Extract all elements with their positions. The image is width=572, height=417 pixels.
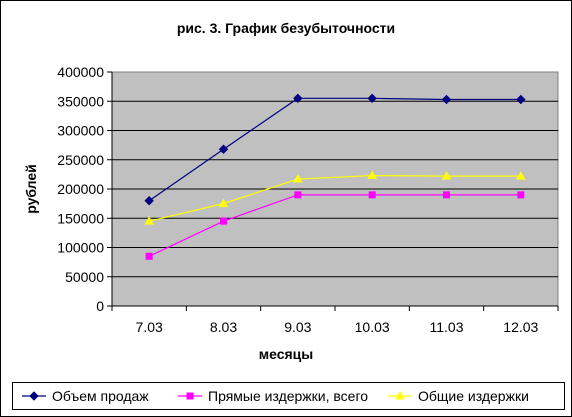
series-1 [144, 93, 526, 206]
data-point [218, 144, 229, 154]
y-tick-label: 200000 [57, 181, 104, 197]
y-tick-label: 300000 [57, 123, 104, 139]
x-tick-label: 12.03 [503, 319, 538, 335]
legend-label: Прямые издержки, всего [208, 388, 368, 404]
legend-item: Общие издержки [388, 388, 529, 404]
y-axis-ticks: 0 50000 100000 150000 200000 250000 300000 3500… [57, 64, 113, 314]
legend-label: Объем продаж [52, 388, 149, 404]
legend-box [12, 382, 565, 410]
y-tick-label: 0 [96, 298, 104, 314]
legend: Объем продаж Прямые издержки, всего Общие … [22, 388, 529, 404]
grid-lines [112, 100, 558, 278]
data-point [144, 195, 154, 206]
data-point [443, 191, 450, 199]
data-point [367, 93, 377, 104]
legend-marker [186, 392, 194, 400]
series-group [144, 93, 526, 260]
x-tick-label: 8.03 [210, 319, 237, 335]
x-tick-label: 9.03 [284, 319, 311, 335]
legend-item: Объем продаж [22, 388, 149, 404]
y-tick-label: 100000 [57, 240, 104, 256]
x-axis-ticks: 7.03 8.03 9.03 10.03 11.03 12.03 [111, 305, 559, 335]
data-point [220, 217, 227, 225]
data-point [218, 198, 229, 208]
data-point [441, 171, 452, 180]
data-point [515, 171, 526, 180]
chart-title: рис. 3. График безубыточности [177, 20, 395, 36]
x-tick-label: 7.03 [136, 319, 163, 335]
series-line [149, 174, 521, 222]
data-point [145, 252, 153, 260]
data-point [516, 94, 526, 105]
data-point [293, 93, 303, 104]
y-tick-label: 400000 [57, 64, 104, 80]
x-tick-label: 10.03 [355, 319, 390, 335]
data-point [517, 191, 525, 199]
data-point [294, 191, 302, 199]
y-tick-label: 350000 [57, 93, 104, 109]
data-point [144, 216, 155, 225]
series-line [148, 97, 521, 202]
data-point [292, 174, 303, 183]
x-tick-label: 11.03 [430, 319, 464, 335]
data-point [368, 191, 376, 199]
series-2 [145, 191, 525, 260]
data-point [441, 94, 452, 105]
data-point [367, 170, 378, 180]
legend-label: Общие издержки [418, 388, 529, 404]
x-axis-title: месяцы [259, 346, 313, 362]
y-tick-label: 50000 [65, 269, 104, 285]
series-3 [144, 170, 526, 225]
legend-marker [29, 391, 39, 401]
series-line [148, 194, 521, 257]
y-axis-title: рублей [23, 164, 39, 214]
y-tick-label: 150000 [57, 210, 104, 226]
legend-item: Прямые издержки, всего [178, 388, 368, 404]
y-tick-label: 250000 [57, 152, 104, 168]
legend-marker [395, 390, 405, 400]
